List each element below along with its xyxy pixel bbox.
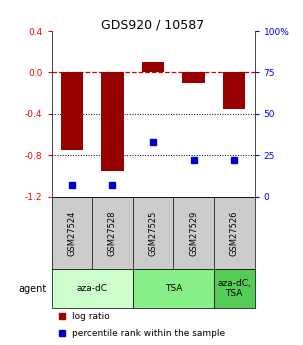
- Title: GDS920 / 10587: GDS920 / 10587: [102, 18, 205, 31]
- Text: log ratio: log ratio: [72, 312, 110, 321]
- Text: TSA: TSA: [165, 284, 182, 293]
- Bar: [101, 72, 124, 171]
- Text: GSM27525: GSM27525: [148, 210, 158, 256]
- Text: GSM27529: GSM27529: [189, 210, 198, 256]
- Bar: [52, 269, 133, 308]
- Text: aza-dC,
TSA: aza-dC, TSA: [217, 279, 251, 298]
- Bar: [214, 269, 255, 308]
- Bar: [133, 269, 214, 308]
- Text: agent: agent: [18, 284, 47, 294]
- Bar: [142, 62, 164, 72]
- Bar: [61, 72, 83, 150]
- Text: GSM27526: GSM27526: [230, 210, 239, 256]
- Text: GSM27528: GSM27528: [108, 210, 117, 256]
- Text: aza-dC: aza-dC: [77, 284, 108, 293]
- Bar: [223, 72, 245, 109]
- Bar: [182, 72, 205, 83]
- Text: GSM27524: GSM27524: [67, 210, 76, 256]
- Text: percentile rank within the sample: percentile rank within the sample: [72, 329, 225, 338]
